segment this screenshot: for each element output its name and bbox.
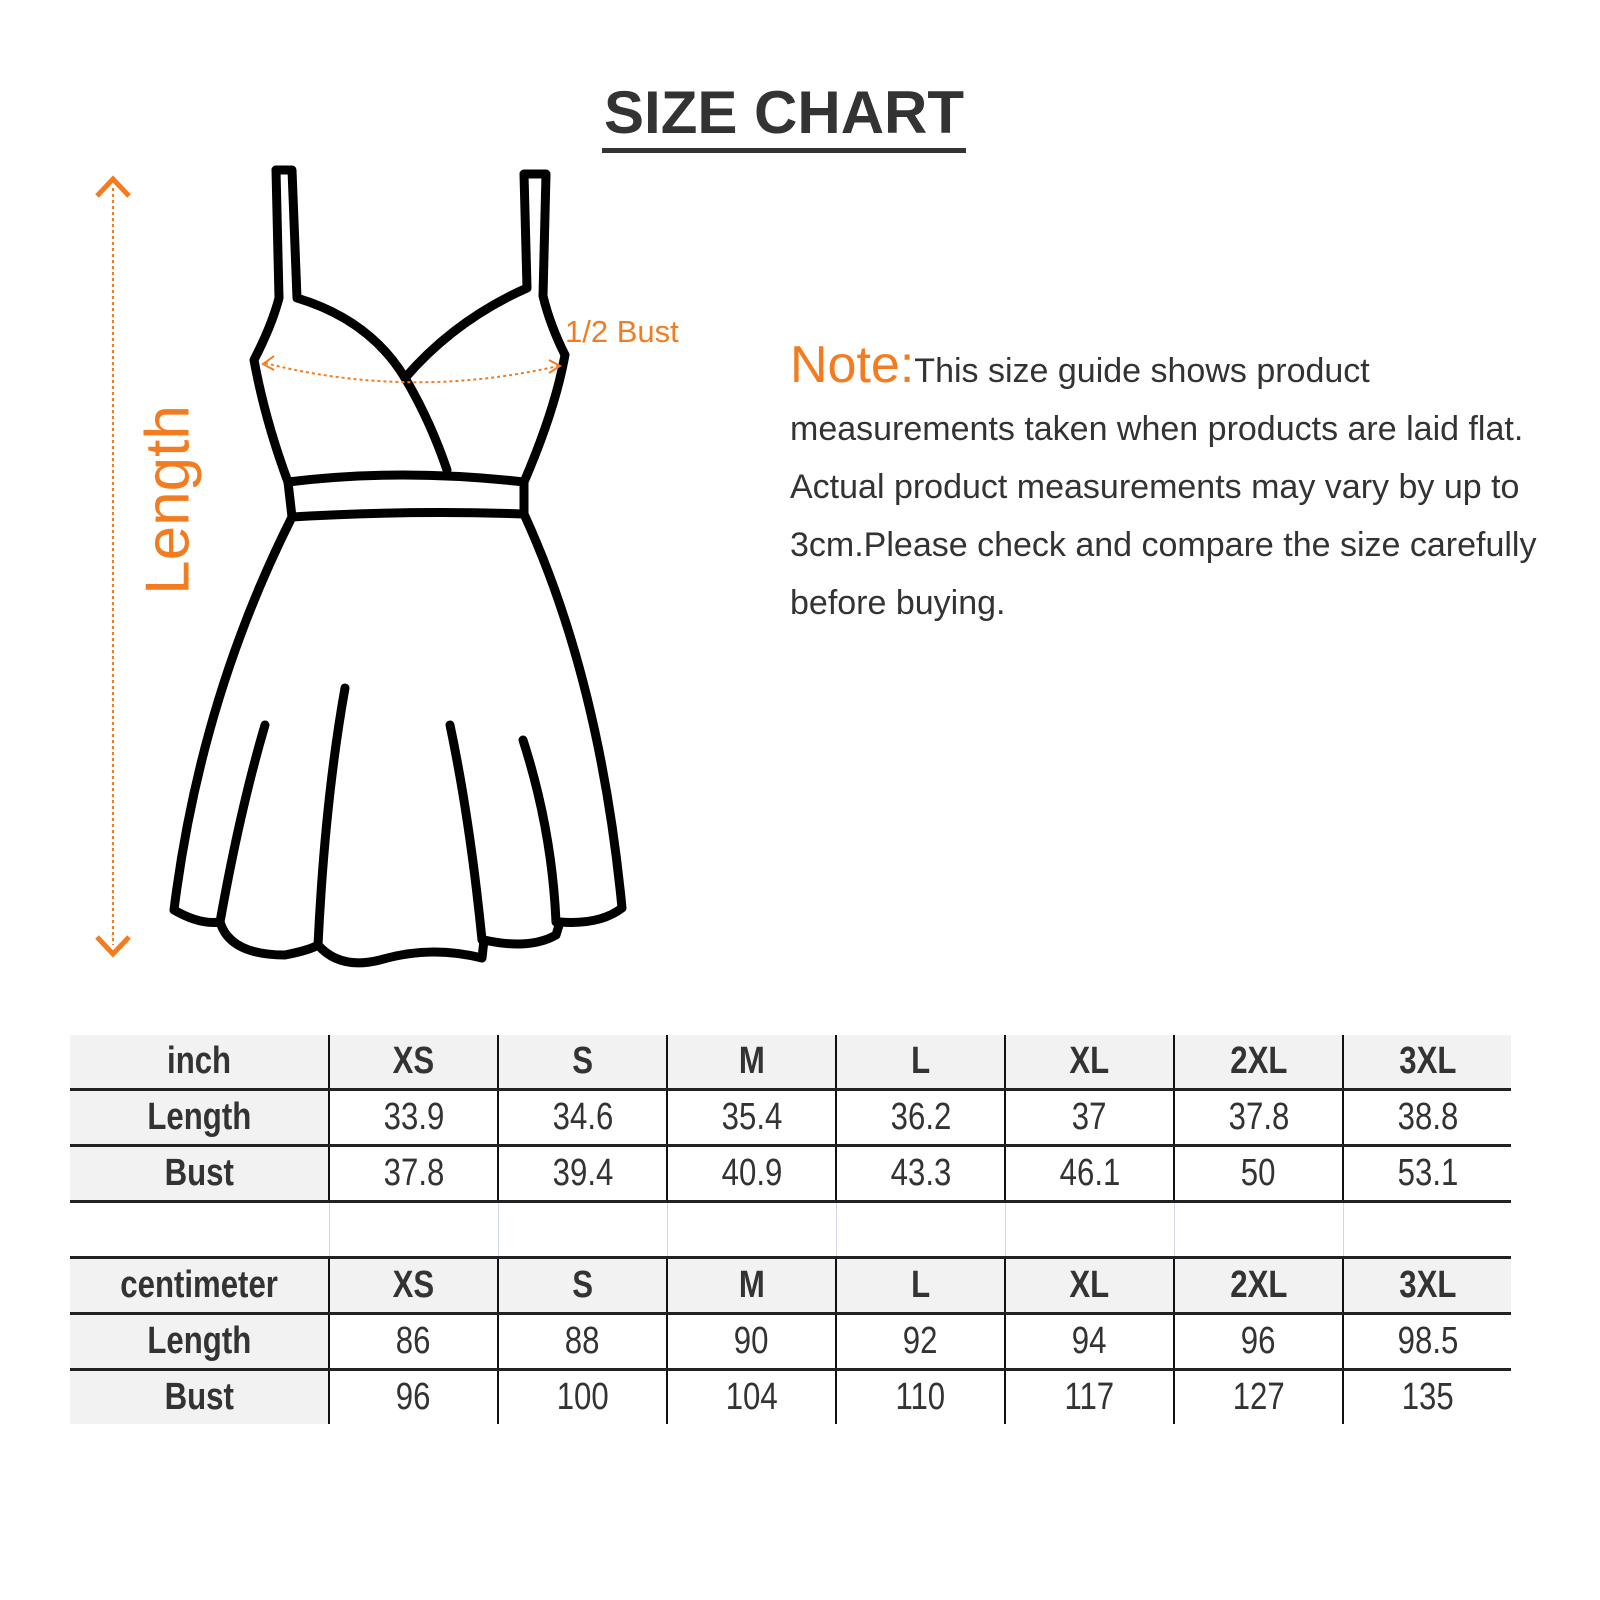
header-cell: XS [328,1035,498,1091]
note-heading: Note: [790,336,915,394]
bust-arrow [261,355,562,384]
header-cell: 3XL [1342,1257,1511,1315]
page-title: SIZE CHART [0,78,1568,153]
table-cell: 104 [666,1369,836,1424]
table-cell: 100 [497,1369,667,1424]
header-cell: 2XL [1173,1257,1343,1315]
empty-cell [328,1201,498,1259]
header-cell: 3XL [1342,1035,1511,1091]
empty-cell [1342,1201,1511,1259]
dress-outline [169,165,627,968]
row-label: Length [70,1089,329,1147]
table-cell: 53.1 [1342,1145,1511,1203]
table-cell: 40.9 [666,1145,836,1203]
table-cell: 86 [328,1313,498,1371]
table-cell: 33.9 [328,1089,498,1147]
table-row: Length 86 88 90 92 94 96 98.5 [70,1313,1511,1371]
cm-header-row: centimeter XS S M L XL 2XL 3XL [70,1257,1511,1315]
header-cell: XL [1004,1035,1174,1091]
table-cell: 94 [1004,1313,1174,1371]
header-cell: S [497,1035,667,1091]
table-cell: 90 [666,1313,836,1371]
table-cell: 37.8 [1173,1089,1343,1147]
empty-cell [70,1201,329,1259]
table-cell: 92 [835,1313,1005,1371]
inch-header-row: inch XS S M L XL 2XL 3XL [70,1035,1511,1091]
table-cell: 37 [1004,1089,1174,1147]
table-cell: 117 [1004,1369,1174,1424]
note-paragraph: Note:This size guide shows product measu… [790,336,1550,632]
header-cell: inch [70,1035,329,1091]
table-cell: 43.3 [835,1145,1005,1203]
table-cell: 135 [1342,1369,1511,1424]
note-text: This size guide shows product measuremen… [790,352,1537,622]
row-label: Bust [70,1369,329,1424]
size-table: inch XS S M L XL 2XL 3XL Length 33.9 34.… [70,1035,1511,1424]
table-cell: 50 [1173,1145,1343,1203]
table-row: Bust 96 100 104 110 117 127 135 [70,1369,1511,1424]
row-label: Length [70,1313,329,1371]
spacer-row [70,1201,1511,1259]
header-cell: 2XL [1173,1035,1343,1091]
header-cell: centimeter [70,1257,329,1315]
table-cell: 96 [1173,1313,1343,1371]
dress-illustration [95,165,627,968]
row-label: Bust [70,1145,329,1203]
empty-cell [835,1201,1005,1259]
length-label: Length [133,405,203,595]
table-cell: 96 [328,1369,498,1424]
table-cell: 39.4 [497,1145,667,1203]
header-cell: L [835,1257,1005,1315]
table-cell: 110 [835,1369,1005,1424]
table-cell: 46.1 [1004,1145,1174,1203]
table-cell: 34.6 [497,1089,667,1147]
empty-cell [1173,1201,1343,1259]
header-cell: M [666,1035,836,1091]
length-arrow [95,175,131,958]
header-cell: XS [328,1257,498,1315]
header-cell: S [497,1257,667,1315]
table-row: Bust 37.8 39.4 40.9 43.3 46.1 50 53.1 [70,1145,1511,1203]
header-cell: L [835,1035,1005,1091]
table-cell: 35.4 [666,1089,836,1147]
table-cell: 127 [1173,1369,1343,1424]
table-cell: 36.2 [835,1089,1005,1147]
empty-cell [666,1201,836,1259]
empty-cell [497,1201,667,1259]
table-cell: 38.8 [1342,1089,1511,1147]
header-cell: M [666,1257,836,1315]
half-bust-label: 1/2 Bust [565,314,679,349]
table-cell: 98.5 [1342,1313,1511,1371]
table-row: Length 33.9 34.6 35.4 36.2 37 37.8 38.8 [70,1089,1511,1147]
header-cell: XL [1004,1257,1174,1315]
table-cell: 88 [497,1313,667,1371]
table-cell: 37.8 [328,1145,498,1203]
empty-cell [1004,1201,1174,1259]
